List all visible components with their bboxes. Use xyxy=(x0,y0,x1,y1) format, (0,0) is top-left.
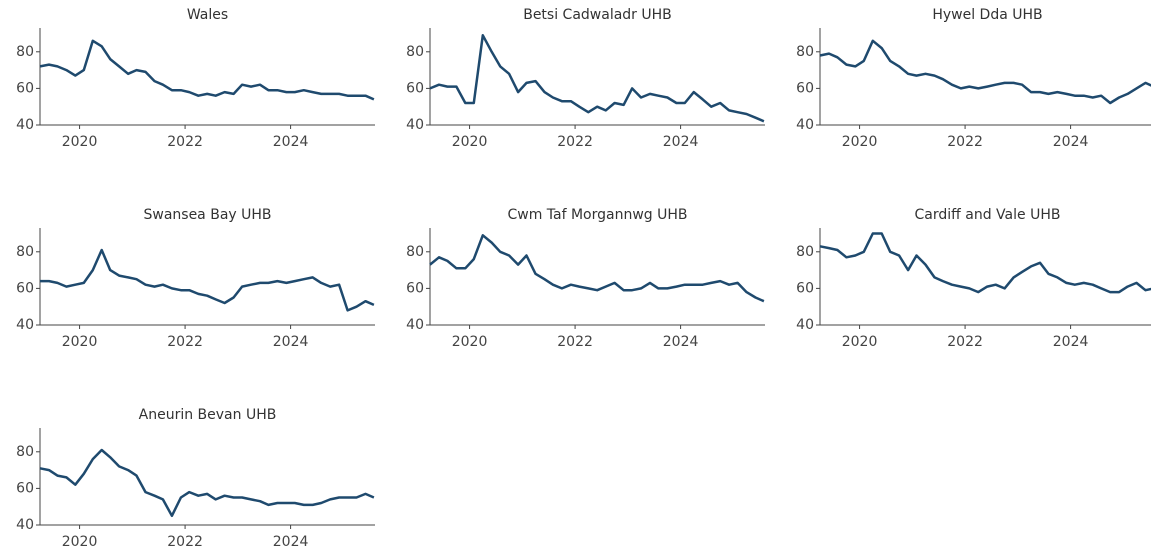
x-tick-label: 2020 xyxy=(452,134,488,150)
x-tick-label: 2024 xyxy=(663,334,699,350)
x-tick-label: 2024 xyxy=(273,534,309,550)
x-tick-label: 2020 xyxy=(62,534,98,550)
x-tick-label: 2020 xyxy=(842,334,878,350)
series-line xyxy=(819,232,1151,294)
series-line xyxy=(429,34,765,123)
series-line xyxy=(39,448,375,518)
x-tick-label: 2024 xyxy=(663,134,699,150)
y-tick-label: 60 xyxy=(406,80,424,96)
y-tick-label: 80 xyxy=(796,44,814,60)
x-tick-label: 2020 xyxy=(452,334,488,350)
x-tick-label: 2024 xyxy=(1053,134,1089,150)
x-tick-label: 2022 xyxy=(557,134,593,150)
y-tick-label: 80 xyxy=(406,244,424,260)
series-line xyxy=(39,39,375,101)
x-tick-label: 2024 xyxy=(273,334,309,350)
x-tick-label: 2020 xyxy=(842,134,878,150)
y-tick-label: 60 xyxy=(796,280,814,296)
y-tick-label: 80 xyxy=(16,444,34,460)
y-tick-label: 40 xyxy=(16,117,34,133)
panel-title: Betsi Cadwaladr UHB xyxy=(523,7,672,23)
x-tick-label: 2020 xyxy=(62,334,98,350)
y-tick-label: 80 xyxy=(406,44,424,60)
panel-title: Aneurin Bevan UHB xyxy=(139,407,277,423)
x-tick-label: 2022 xyxy=(167,334,203,350)
y-tick-label: 80 xyxy=(796,244,814,260)
series-line xyxy=(819,39,1151,105)
y-tick-label: 40 xyxy=(796,117,814,133)
series-line xyxy=(40,248,375,312)
y-tick-label: 40 xyxy=(16,317,34,333)
panel-title: Swansea Bay UHB xyxy=(143,207,271,223)
series-line xyxy=(429,234,765,303)
x-tick-label: 2024 xyxy=(273,134,309,150)
panel-title: Cwm Taf Morgannwg UHB xyxy=(507,207,687,223)
y-tick-label: 40 xyxy=(406,317,424,333)
y-tick-label: 60 xyxy=(16,280,34,296)
y-tick-label: 60 xyxy=(406,280,424,296)
y-tick-label: 60 xyxy=(796,80,814,96)
y-tick-label: 60 xyxy=(16,80,34,96)
x-tick-label: 2022 xyxy=(167,534,203,550)
y-tick-label: 60 xyxy=(16,480,34,496)
x-tick-label: 2020 xyxy=(62,134,98,150)
x-tick-label: 2022 xyxy=(167,134,203,150)
panel-title: Wales xyxy=(187,7,228,23)
y-tick-label: 40 xyxy=(16,517,34,533)
y-tick-label: 80 xyxy=(16,44,34,60)
panel-title: Cardiff and Vale UHB xyxy=(915,207,1061,223)
x-tick-label: 2022 xyxy=(557,334,593,350)
x-tick-label: 2022 xyxy=(947,334,983,350)
x-tick-label: 2024 xyxy=(1053,334,1089,350)
y-tick-label: 80 xyxy=(16,244,34,260)
y-tick-label: 40 xyxy=(796,317,814,333)
panel-title: Hywel Dda UHB xyxy=(932,7,1042,23)
y-tick-label: 40 xyxy=(406,117,424,133)
x-tick-label: 2022 xyxy=(947,134,983,150)
